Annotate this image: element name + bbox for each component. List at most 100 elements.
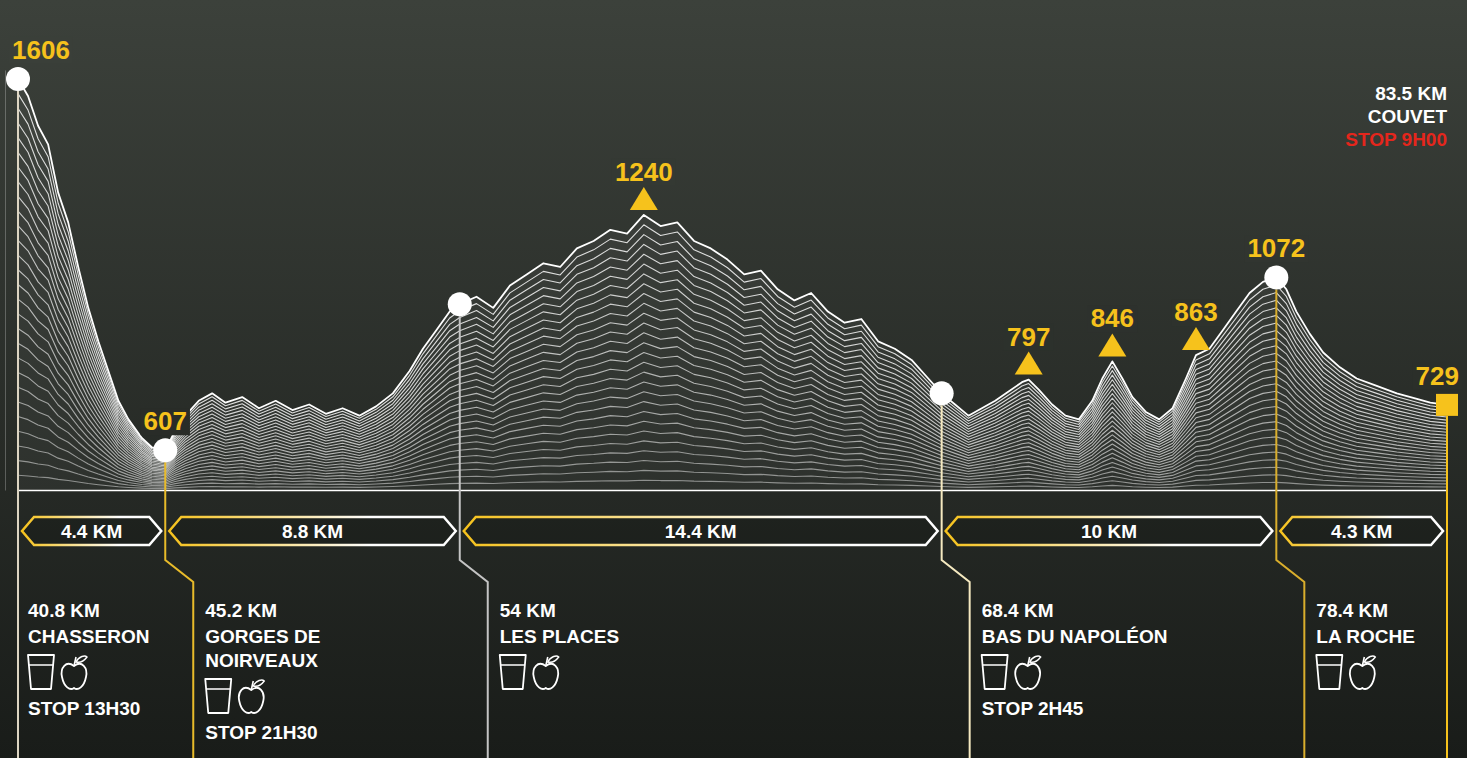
station-km: 83.5 KM [1375,83,1447,104]
station-leader [17,91,19,758]
aid-glass-level [206,688,230,690]
station-label: 40.8 KM CHASSERON STOP 13H30 [28,600,149,719]
segment-bar [946,517,1273,545]
station-stop: STOP 2H45 [982,698,1084,719]
segment-label: 8.8 KM [282,521,343,542]
station-name: CHASSERON [28,626,149,647]
segment-bar [464,517,938,545]
peak-marker [1098,333,1126,356]
station-stop: STOP 21H30 [205,722,317,743]
aid-apple [1015,664,1040,689]
peak-marker [1182,327,1210,350]
aid-glass-level [983,664,1007,666]
station-name-line: NOIRVEAUX [205,650,318,671]
station-label: 54 KM LES PLACES [500,600,619,689]
x-axis-line [19,490,1448,492]
aid-glass [982,655,1008,689]
station-stop: STOP 13H30 [28,698,140,719]
elevation-value: 1072 [1247,233,1305,263]
segments: 4.4 KM8.8 KM14.4 KM10 KM4.3 KM [22,517,1443,545]
elevation-label: 607 [141,406,190,436]
ridge-line [18,94,1447,452]
ridge-line [18,314,1447,473]
aid-icon [500,655,559,689]
segment-label: 4.3 KM [1331,521,1392,542]
aid-icon [28,655,87,689]
aid-apple [239,688,264,713]
station-leader [942,405,970,758]
ridge-line [18,182,1447,460]
markers [6,67,1458,462]
finish-label: 83.5 KMCOUVETSTOP 9H00 [1345,83,1447,150]
elevation-label: 846 [1088,303,1137,333]
elevation-label: 797 [1004,322,1053,352]
segment-bar [22,517,161,545]
aid-glass-level [1317,664,1341,666]
elevation-area [18,79,1447,490]
station-name-line: LES PLACES [500,626,619,647]
station-km: 54 KM [500,600,556,621]
station-name: GORGES DE NOIRVEAUX [205,626,320,671]
ridge-line [18,211,1447,463]
elevation-label: 729 [1413,361,1462,391]
segment-label: 10 KM [1081,521,1137,542]
station-name-line: BAS DU NAPOLÉON [982,626,1168,647]
elevation-value: 1606 [12,35,70,65]
elevation-value: 1240 [615,157,673,187]
aid-apple [62,664,87,689]
background [0,0,1467,758]
segment-label: 4.4 KM [61,521,122,542]
elevation-value: 729 [1416,361,1459,391]
aid-apple-leaf [1364,656,1375,662]
station-leader [165,462,193,758]
station-name-line: GORGES DE [205,626,320,647]
station-name-line: CHASSERON [28,626,149,647]
ridge-line [18,123,1447,455]
aid-apple-leaf [253,680,264,686]
station-km: 45.2 KM [205,600,277,621]
ridge-line [18,329,1447,475]
station-stop: STOP 9H00 [1345,129,1447,150]
station-marker [930,381,954,405]
aid-glass-level [29,664,53,666]
aid-apple-leaf [76,656,87,662]
aid-apple-leaf [1030,656,1041,662]
elevation-value: 846 [1091,303,1134,333]
station-km: 78.4 KM [1316,600,1388,621]
station-name: LES PLACES [500,626,619,647]
elevation-label: 863 [1171,297,1220,327]
station-name: BAS DU NAPOLÉON [982,626,1168,647]
peak-marker [630,187,658,210]
station-km: 40.8 KM [28,600,100,621]
labels: 40.8 KM CHASSERON STOP 13H30 1606 45.2 KM GOR… [9,35,1462,743]
ridge-line [18,108,1447,453]
aid-glass [205,679,231,713]
aid-icon [205,679,264,713]
segment-bar [169,517,456,545]
y-axis-line [5,71,6,491]
aid-apple-leaf [548,656,559,662]
aid-glass [28,655,54,689]
elevation-label: 1240 [612,157,676,187]
station-km: 68.4 KM [982,600,1054,621]
y-axis [5,71,6,491]
elevation-label: 1072 [1244,233,1308,263]
station-marker [153,438,177,462]
ridge-line [18,138,1447,456]
aid-apple [1350,664,1375,689]
station-label: 78.4 KM LA ROCHE [1316,600,1415,689]
station-name-line: LA ROCHE [1316,626,1415,647]
elevation-value: 607 [144,406,187,436]
station-name: LA ROCHE [1316,626,1415,647]
segment-bar [1280,517,1443,545]
ridge-line [18,152,1447,457]
station-leader [1446,416,1448,758]
station-name: COUVET [1368,106,1448,127]
finish-marker [1436,394,1458,416]
aid-icon [1316,655,1375,689]
station-label: 68.4 KM BAS DU NAPOLÉON STOP 2H45 [982,600,1168,719]
x-axis [19,490,1448,491]
aid-apple [533,664,558,689]
elevation-value: 863 [1174,297,1217,327]
ridge-line [18,358,1447,477]
